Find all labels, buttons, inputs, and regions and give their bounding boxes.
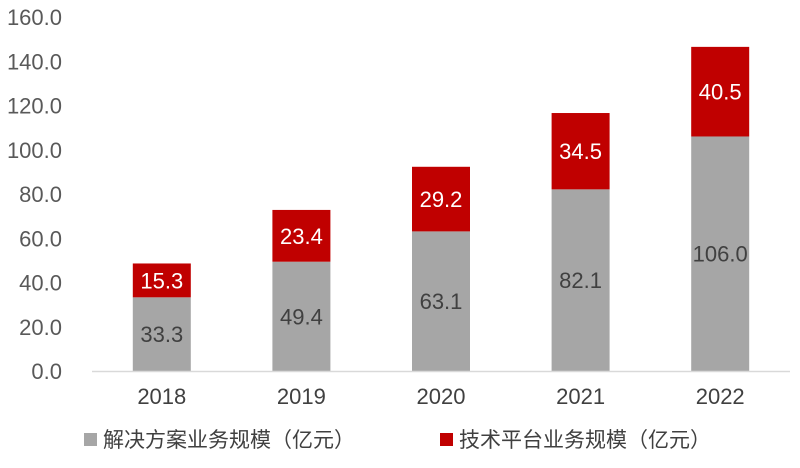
legend-label-platform: 技术平台业务规模（亿元） (459, 428, 711, 452)
y-tick-label: 60.0 (19, 226, 62, 251)
x-tick-label: 2021 (556, 384, 605, 409)
y-tick-label: 80.0 (19, 182, 62, 207)
legend-swatch-solution (84, 433, 97, 446)
bar-segment-platform-2022 (691, 46, 750, 137)
legend: 解决方案业务规模（亿元） 技术平台业务规模（亿元） (84, 428, 711, 452)
y-tick-label: 160.0 (7, 5, 62, 30)
legend-label-solution: 解决方案业务规模（亿元） (103, 428, 355, 452)
data-label-solution-2022: 106.0 (693, 242, 748, 267)
data-label-platform-2021: 34.5 (559, 139, 602, 164)
bar-segment-platform-2019 (272, 209, 331, 262)
bar-segment-platform-2020 (412, 166, 470, 232)
bar-segment-solution-2019 (272, 261, 331, 371)
bar-segment-solution-2020 (412, 231, 470, 371)
y-tick-label: 20.0 (19, 315, 62, 340)
data-label-platform-2022: 40.5 (699, 80, 742, 105)
y-tick-label: 140.0 (7, 49, 62, 74)
data-label-solution-2019: 49.4 (280, 304, 323, 329)
data-label-platform-2018: 15.3 (140, 268, 183, 293)
data-label-solution-2018: 33.3 (140, 322, 183, 347)
data-label-solution-2020: 63.1 (420, 289, 463, 314)
y-tick-label: 40.0 (19, 271, 62, 296)
bar-segment-solution-2022 (691, 136, 750, 371)
data-label-platform-2019: 23.4 (280, 224, 323, 249)
bar-segment-platform-2021 (551, 113, 610, 190)
data-label-platform-2020: 29.2 (420, 187, 463, 212)
y-tick-label: 120.0 (7, 94, 62, 119)
x-tick-label: 2020 (417, 384, 466, 409)
x-tick-label: 2022 (696, 384, 745, 409)
data-label-solution-2021: 82.1 (559, 268, 602, 293)
y-tick-label: 0.0 (31, 359, 62, 384)
bar-segment-platform-2018 (132, 263, 191, 298)
bar-segment-solution-2021 (551, 189, 610, 371)
bar-segment-solution-2018 (132, 297, 191, 371)
x-tick-label: 2019 (277, 384, 326, 409)
x-tick-label: 2018 (137, 384, 186, 409)
x-axis: 2018 2019 2020 2021 2022 (92, 370, 790, 409)
y-tick-label: 100.0 (7, 138, 62, 163)
legend-swatch-platform (440, 433, 453, 446)
y-axis: 0.0 20.0 40.0 60.0 80.0 100.0 120.0 140.0 160.0 (7, 5, 62, 384)
bars: 33.3 15.3 49.4 23.4 63.1 29.2 82.1 34.5 106.0 40.… (132, 46, 750, 371)
